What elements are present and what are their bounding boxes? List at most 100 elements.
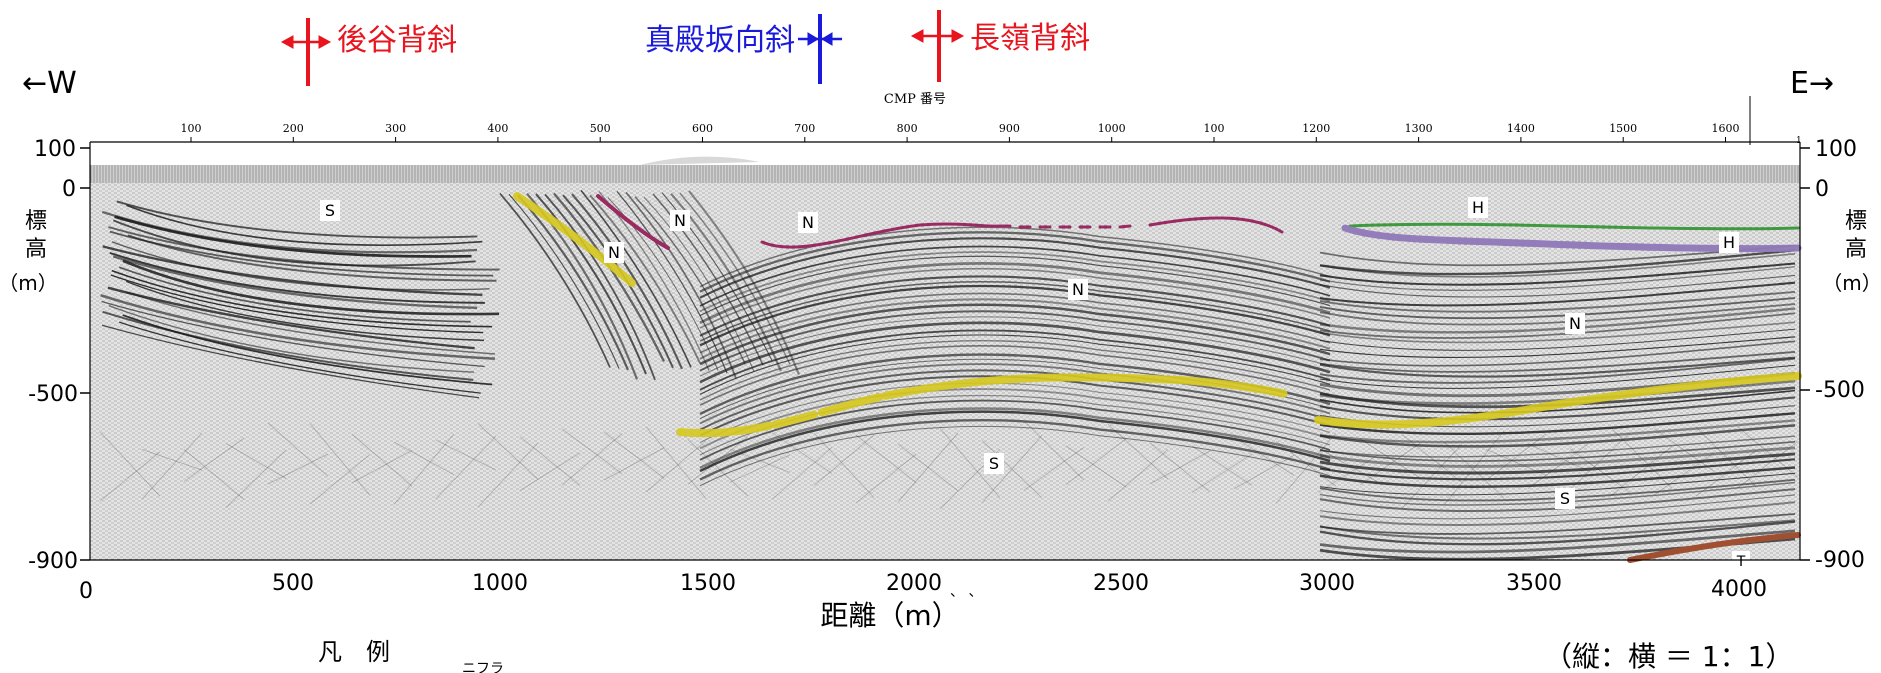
svg-text:N: N [1072,280,1084,299]
reflector-line [981,440,1043,499]
reflector-line [351,433,413,487]
svg-text:N: N [1569,314,1581,333]
seismic-profile-image [90,156,1800,560]
reflector-line [111,269,493,328]
reflector-line [699,298,1331,360]
reflector-line [1319,290,1796,313]
cmp-tick-label: 1200 [1302,122,1330,135]
reflector-line [1275,440,1337,487]
reflector-line [544,193,656,381]
reflector-line [699,329,1331,391]
cmp-tick-label: 1600 [1712,122,1740,135]
reflector-line [1233,454,1295,490]
distance-tick-500: 500 [272,571,314,596]
reflector-line [1319,364,1796,389]
reflector-line [99,451,161,502]
west-label: ←W [22,66,77,101]
unit-label-n-4: N [1068,279,1088,300]
reflector-line [1317,454,1379,494]
reflector-line [1319,281,1796,307]
reflector-line [1737,426,1799,478]
reflector-line [625,191,737,379]
structure-label-ushirodani-anticline: 後谷背斜 [337,23,457,58]
reflector-line [1107,423,1169,480]
reflector-line [535,193,647,375]
east-label: E→ [1790,66,1834,101]
syncline-symbol-madonozaka [798,14,842,84]
svg-text:N: N [674,211,686,230]
reflector-line [571,193,683,370]
reflector-line [1319,312,1796,340]
cmp-tick-label: 1300 [1405,122,1433,135]
elev-right-tick-0: 0 [1815,177,1829,202]
elev-right-tick-minus500: -500 [1815,378,1865,403]
reflector-line [1527,443,1589,490]
reflector-line [1319,303,1796,326]
reflector-line [813,432,875,498]
reflector-line [125,280,485,342]
reflector-line [699,399,1331,461]
cmp-tick-label: 1400 [1507,122,1535,135]
distance-tick-2000: 2000 [886,571,942,596]
reflector-line [1319,357,1796,384]
reflector-line [1319,440,1796,462]
reflector-line [393,433,455,505]
horizon-yellow-west [513,192,636,287]
reflector-line [616,191,728,374]
cmp-tick-label: 100 [181,122,202,135]
reflector-line [699,262,1331,324]
reflector-line [1319,321,1796,344]
reflector-line [699,245,1331,307]
reflector-line [108,305,475,373]
reflector-line [1319,356,1796,378]
reflector-line [1319,297,1796,320]
distance-axis-label: 距離（m） [820,599,959,632]
svg-text:N: N [608,243,620,262]
cmp-axis-title: CMP 番号 [884,92,946,107]
reflector-line [1611,428,1673,489]
reflector-line [102,245,483,296]
reflector-line [435,439,497,471]
reflector-line [519,436,581,486]
stray-marks: 、 、 [950,584,982,600]
reflector-line [687,436,749,485]
horizon-green [1348,222,1800,231]
reflector-line [1319,396,1796,421]
cmp-tick-label: 1000 [1098,122,1126,135]
reflector-line [1319,488,1796,513]
reflector-line [101,300,485,368]
distance-tick-2500: 2500 [1093,571,1149,596]
reflector-line [939,428,1001,499]
reflector-line [1527,443,1589,472]
elev-label-char-1: 標 [25,209,47,234]
reflector-line [771,447,833,500]
reflector-line [267,422,329,477]
distance-tick-3500: 3500 [1506,571,1562,596]
reflector-line [1319,481,1796,506]
reflector-line [580,189,692,368]
reflector-line [435,435,497,499]
reflector-line [1485,448,1547,476]
cmp-tick-label: 500 [590,122,611,135]
reflector-line [141,448,203,471]
structure-label-madonozaka-syncline: 真殿坂向斜 [645,23,795,58]
distance-axis: 0 500 1000 1500 2000 2500 3000 3500 4000… [79,571,1767,632]
elev-tick-minus900: -900 [28,549,78,574]
reflector-line [508,193,620,369]
cmp-tick-label: 300 [385,122,406,135]
reflector-line [1065,445,1127,488]
elev-tick-100: 100 [34,137,76,162]
reflector-line [118,266,471,323]
reflector-line [855,453,917,504]
elevation-axis-left: 100 0 -500 -900 標 高 （m） [0,137,90,574]
elev-right-label-char-1: 標 [1845,209,1867,234]
svg-text:H: H [1472,198,1484,217]
reflector-line [1359,438,1421,478]
legend-title: 凡 例 [318,638,390,666]
reflector-line [1653,452,1715,496]
reflector-line [679,192,791,365]
reflector-line [687,439,749,497]
horizon-brown [1627,532,1801,563]
reflector-line [100,294,495,361]
